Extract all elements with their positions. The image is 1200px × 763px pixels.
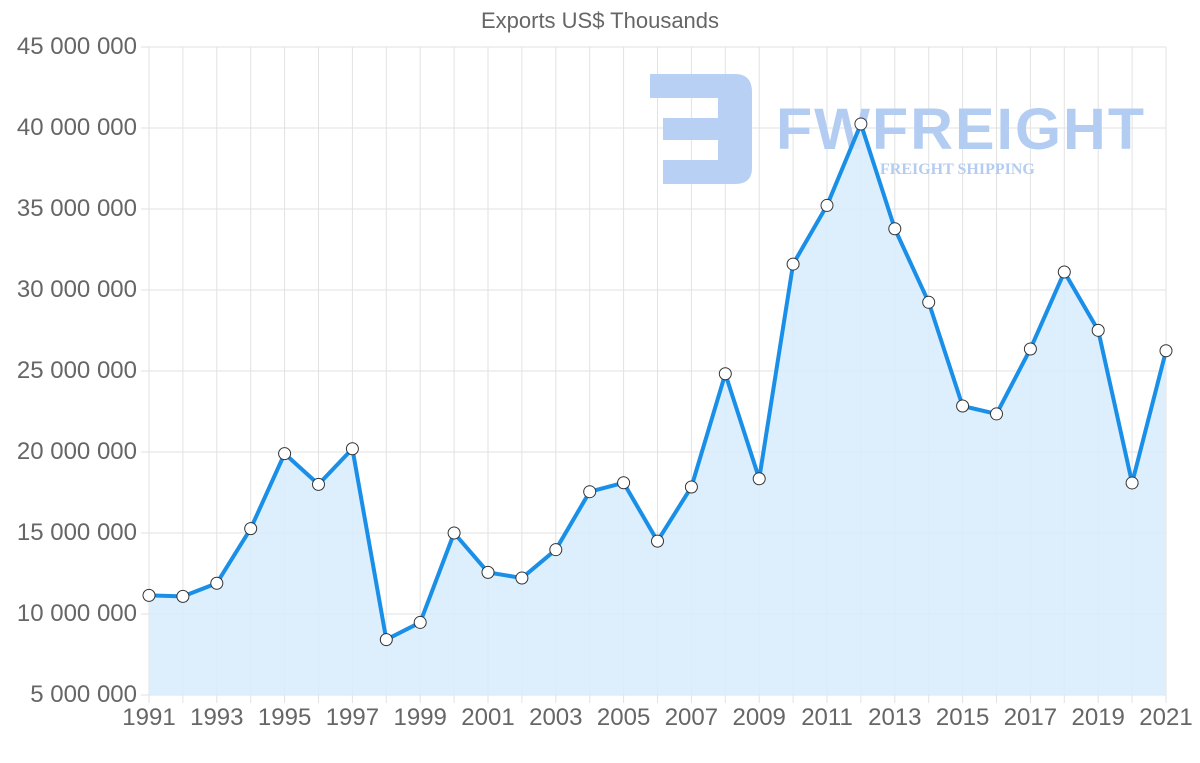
data-point (718, 367, 732, 381)
watermark-brand: FWFREIGHT (776, 97, 1146, 162)
x-tick-label: 2015 (935, 704, 990, 731)
data-point (820, 198, 834, 212)
x-tick-label: 2007 (664, 704, 719, 731)
y-tick-label: 40 000 000 (16, 114, 137, 141)
data-point (142, 588, 156, 602)
data-point (1057, 265, 1071, 279)
data-point (752, 472, 766, 486)
y-tick-label: 5 000 000 (30, 681, 137, 708)
y-tick-label: 25 000 000 (16, 357, 137, 384)
y-tick-label: 20 000 000 (16, 438, 137, 465)
data-point (515, 571, 529, 585)
data-point (651, 534, 664, 548)
data-point (617, 476, 631, 490)
x-tick-label: 2005 (596, 704, 651, 731)
x-tick-label: 2011 (801, 704, 853, 731)
watermark-tagline: FREIGHT SHIPPING (880, 161, 1035, 178)
data-point (345, 442, 359, 456)
chart-title: Exports US$ Thousands (480, 8, 720, 33)
data-point (549, 543, 563, 557)
x-tick-label: 2009 (732, 704, 786, 731)
x-tick-label: 2003 (529, 704, 583, 731)
data-point (1023, 342, 1037, 356)
data-point (481, 565, 495, 579)
data-point (1125, 476, 1139, 490)
x-tick-label: 2019 (1071, 704, 1125, 731)
data-point (447, 526, 461, 540)
data-point (210, 576, 224, 590)
data-point (956, 399, 970, 413)
x-tick-label: 2017 (1003, 704, 1058, 731)
x-tick-label: 1995 (257, 704, 312, 731)
y-tick-label: 30 000 000 (16, 276, 137, 303)
y-tick-label: 45 000 000 (16, 33, 137, 60)
watermark-logo-icon (650, 74, 752, 184)
y-tick-label: 15 000 000 (16, 519, 137, 546)
data-point (278, 447, 292, 461)
data-point (786, 257, 800, 271)
data-point (244, 522, 258, 536)
data-point (854, 117, 868, 131)
data-point (176, 589, 190, 603)
data-point (922, 295, 936, 309)
data-point (1159, 344, 1173, 358)
data-point (684, 480, 698, 494)
x-tick-label: 1997 (325, 704, 380, 731)
x-tick-label: 1991 (122, 704, 176, 731)
data-point (1091, 323, 1105, 337)
data-point (888, 222, 902, 236)
x-tick-label: 2021 (1139, 704, 1193, 731)
y-tick-label: 10 000 000 (16, 600, 137, 627)
data-point (990, 407, 1003, 421)
x-tick-label: 1993 (190, 704, 244, 731)
data-point (413, 615, 427, 629)
data-point (312, 477, 325, 491)
x-tick-label: 1999 (393, 704, 447, 731)
y-tick-label: 35 000 000 (16, 195, 137, 222)
data-point (583, 485, 597, 499)
x-tick-label: 2013 (868, 704, 922, 731)
x-tick-label: 2001 (461, 704, 515, 731)
data-point (379, 633, 393, 647)
